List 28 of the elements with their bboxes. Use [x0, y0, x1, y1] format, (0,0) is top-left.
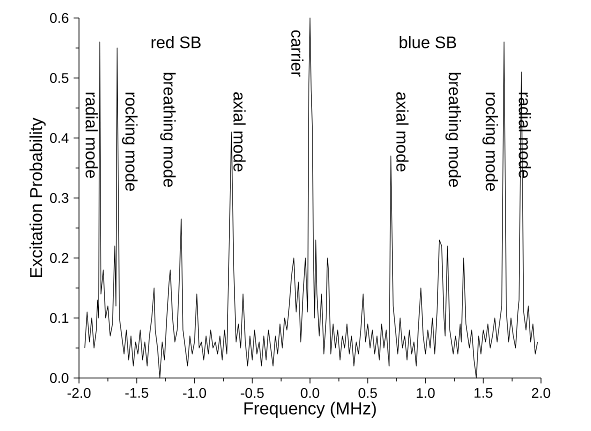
y-tick-label: 0.6: [50, 13, 68, 23]
y-axis-title: Excitation Probability: [30, 118, 46, 278]
x-tick-label: 1.5: [474, 388, 492, 398]
annotation: radial mode: [86, 92, 98, 178]
annotation: rocking mode: [482, 92, 498, 191]
y-tick-label: 0.0: [50, 373, 68, 383]
y-tick-label: 0.1: [50, 313, 68, 323]
annotation: carrier: [291, 30, 304, 77]
x-tick-label: -1.5: [125, 388, 148, 398]
annotation: axial mode: [233, 92, 246, 172]
x-tick-label: -1.0: [183, 388, 206, 398]
y-tick-label: 0.3: [50, 193, 68, 203]
x-tick-label: 0.5: [358, 388, 377, 398]
annotation: breathing mode: [445, 72, 462, 187]
x-axis-title: Frequency (MHz): [244, 402, 376, 418]
annotation: axial mode: [396, 92, 409, 172]
annotation: blue SB: [400, 36, 456, 48]
y-tick-label: 0.5: [50, 73, 68, 83]
x-tick-label: 2.0: [532, 388, 550, 398]
y-tick-label: 0.2: [50, 253, 68, 263]
x-tick-label: -2.0: [68, 388, 91, 398]
annotation: rocking mode: [122, 92, 138, 191]
annotation: red SB: [152, 36, 201, 48]
x-tick-label: -0.5: [240, 388, 264, 398]
annotation: breathing mode: [160, 72, 176, 187]
y-tick-label: 0.4: [50, 133, 69, 143]
x-tick-label: 0.0: [300, 388, 320, 398]
x-tick-label: 1.0: [416, 388, 435, 398]
